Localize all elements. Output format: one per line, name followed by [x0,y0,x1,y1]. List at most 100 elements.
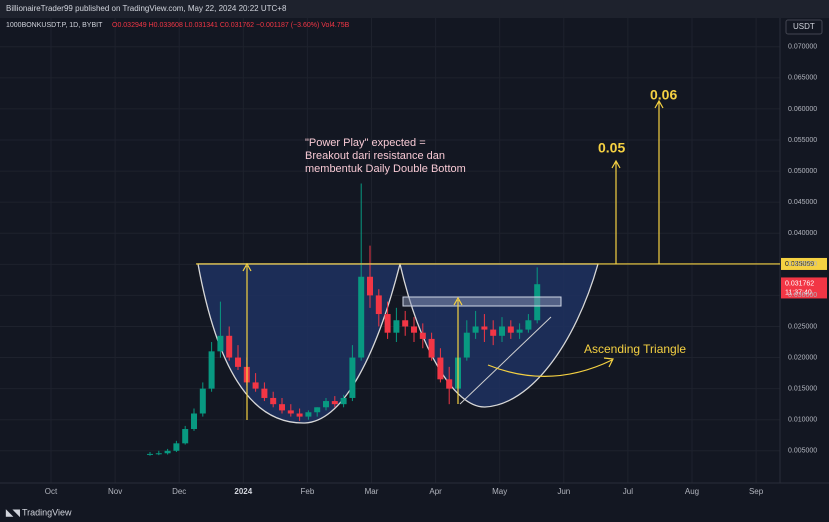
x-tick-label: Jun [557,487,570,496]
x-tick-label: Apr [429,487,442,496]
candle-body [261,388,268,398]
candles [147,183,541,456]
candle-body [446,379,453,389]
annotation: Breakout dari resistance dan [305,150,445,162]
x-tick-label: Jul [623,487,633,496]
candle-body [437,357,444,380]
candle-body [155,453,162,455]
x-tick-label: May [492,487,507,496]
candle-body [323,401,329,408]
resistance-value: 0.035059 [785,261,814,268]
candle-body [367,276,373,296]
candle-body [463,332,470,358]
y-tick-label: 0.005000 [788,448,817,455]
target-label: 0.06 [650,87,677,103]
countdown: 11:37:40 [785,289,812,296]
arrow [611,159,621,264]
candle-body [402,320,409,327]
arrow [453,296,463,404]
candle-body [393,320,400,333]
candle-body [358,276,365,358]
candle-body [384,314,391,333]
y-tick-label: 0.030000 [788,292,817,299]
candle-body [296,413,303,417]
annotation: membentuk Daily Double Bottom [305,163,466,175]
x-tick-label: Nov [108,487,122,496]
candle-body [173,443,180,451]
logo-mark: ◣◥ [5,507,21,517]
candle-body [287,410,294,414]
x-tick-label: 2024 [234,487,252,496]
candle-body [516,329,523,333]
candle-body [314,407,321,413]
candle-body [411,326,417,333]
header-text: BillionaireTrader99 published on Trading… [6,4,287,13]
candle-body [490,329,497,336]
candle-body [164,450,171,454]
candle-body [208,351,215,389]
arrow [487,357,614,377]
x-tick-label: Dec [172,487,186,496]
candle-body [419,332,426,339]
candle-body [147,453,153,455]
x-tick-label: Feb [301,487,315,496]
x-tick-label: Sep [749,487,764,496]
y-tick-label: 0.040000 [788,230,817,237]
candle-body [199,388,206,414]
candle-body [235,357,241,367]
y-tick-label: 0.025000 [788,323,817,330]
ohlc: O0.032949 H0.033608 L0.031341 C0.031762 … [112,22,350,29]
candle-body [191,413,197,430]
symbol: 1000BONKUSDT.P, 1D, BYBIT [6,22,103,29]
x-tick-label: Oct [45,487,58,496]
header-bar [0,0,829,18]
trendline [459,316,552,405]
y-tick-label: 0.020000 [788,354,817,361]
candle-body [217,335,224,352]
resistance-box [402,296,562,307]
currency-box [785,19,823,35]
candle-body [270,397,277,405]
candle-body [349,357,356,398]
overlay: 0.035059 0.031762 11:37:40 [196,257,827,299]
candle-body [525,320,532,330]
y-tick-label: 0.010000 [788,417,817,424]
footer-text: TradingView [22,507,72,517]
candle-body [252,382,259,389]
pattern-label: Ascending Triangle [584,342,686,356]
x-tick-label: Aug [685,487,699,496]
candle-body [226,335,233,358]
y-tick-label: 0.035000 [788,261,817,268]
candle-body [481,326,488,330]
arrow [654,99,664,264]
y-tick-label: 0.055000 [788,137,817,144]
candle-body [375,295,382,315]
candle-body [331,401,338,405]
y-tick-label: 0.050000 [788,168,817,175]
candle-body [428,338,435,358]
y-tick-label: 0.045000 [788,199,817,206]
candle-body [507,326,514,333]
grid [0,18,780,483]
currency: USDT [793,22,815,31]
x-tick-label: Mar [365,487,379,496]
y-tick-label: 0.015000 [788,385,817,392]
candle-body [279,404,285,411]
last-price-tag [781,277,827,299]
candle-body [182,429,189,444]
candle-body [305,412,312,417]
arrows [242,99,664,420]
candle-body [340,397,347,405]
annotation: "Power Play" expected = [305,137,426,149]
resistance-tag [781,257,827,270]
footer-bar [0,505,829,522]
plot-bg [0,18,829,505]
y-tick-label: 0.070000 [788,44,817,51]
candle-body [499,326,505,336]
y-tick-label: 0.060000 [788,106,817,113]
target-label: 0.05 [598,140,625,156]
last-price: 0.031762 [785,280,814,287]
candle-body [472,326,479,333]
